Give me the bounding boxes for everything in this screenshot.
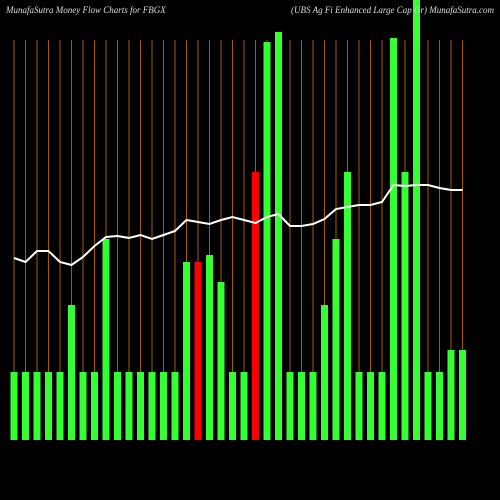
bar (217, 282, 225, 440)
bar (148, 372, 156, 440)
bar (275, 32, 282, 440)
bar (102, 239, 110, 440)
chart-subtitle: (UBS Ag Fi Enhanced Large Cap Gr) Munafa… (291, 5, 494, 15)
bar (355, 372, 363, 440)
bar (206, 255, 213, 440)
bar (33, 372, 41, 440)
bar (286, 372, 294, 440)
bar (160, 372, 167, 440)
bar (137, 372, 144, 440)
price-line (13, 183, 463, 267)
bar (56, 372, 64, 440)
bar (263, 42, 271, 440)
bar (344, 172, 351, 440)
bar (459, 350, 466, 440)
bar (436, 372, 443, 440)
bar (194, 262, 202, 440)
bar (401, 172, 409, 440)
bar (68, 305, 75, 440)
bar (125, 372, 133, 440)
bar (10, 372, 18, 440)
bar (447, 350, 455, 440)
bar (424, 372, 432, 440)
bar (413, 0, 420, 440)
bar (114, 372, 121, 440)
bar (229, 372, 236, 440)
bar (321, 305, 328, 440)
bar (309, 372, 317, 440)
chart-title: MunafaSutra Money Flow Charts for FBGX (5, 5, 166, 15)
bar (183, 262, 190, 440)
bar (79, 372, 87, 440)
bar (252, 172, 259, 440)
bar (171, 372, 179, 440)
bar (378, 372, 386, 440)
bar (22, 372, 29, 440)
bar (240, 372, 248, 440)
bar (332, 239, 340, 440)
bar (91, 372, 98, 440)
bar (45, 372, 52, 440)
bar (367, 372, 374, 440)
bar (298, 372, 305, 440)
bar (390, 38, 397, 440)
bars (10, 0, 466, 440)
lines (13, 183, 463, 267)
